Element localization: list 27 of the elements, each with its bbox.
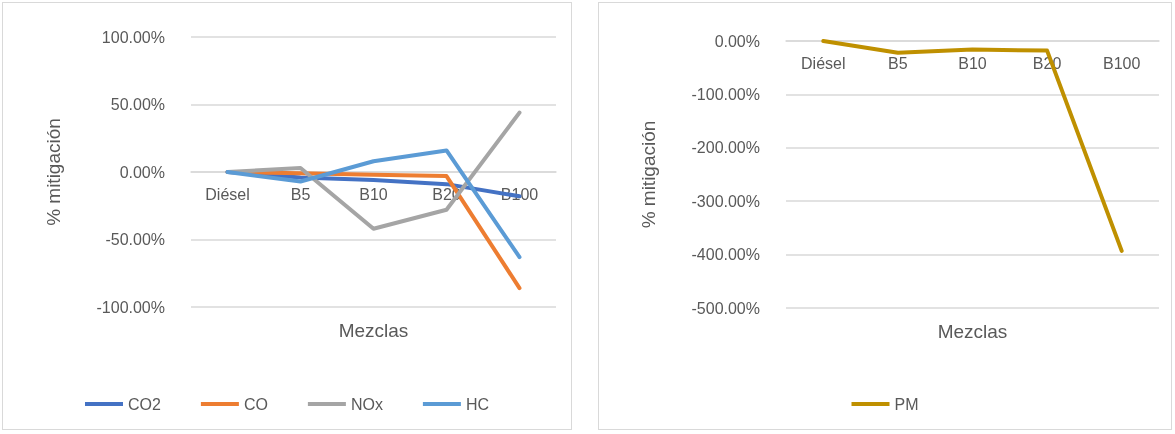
x-tick-label: Diésel bbox=[205, 185, 250, 203]
y-tick-label: 50.00% bbox=[110, 96, 165, 113]
x-tick-label: B5 bbox=[888, 54, 908, 72]
legend-label: PM bbox=[894, 395, 919, 413]
legend-label: CO bbox=[243, 395, 268, 413]
y-tick-label: -200.00% bbox=[691, 139, 760, 157]
x-tick-label: B10 bbox=[359, 185, 388, 203]
y-tick-label: -100.00% bbox=[96, 298, 165, 316]
x-axis-title: Mezclas bbox=[937, 321, 1008, 342]
x-tick-label: Diésel bbox=[801, 54, 846, 72]
x-tick-label: B100 bbox=[1103, 54, 1141, 72]
y-tick-label: -50.00% bbox=[105, 231, 165, 248]
x-axis-title: Mezclas bbox=[338, 320, 409, 341]
y-tick-label: -300.00% bbox=[691, 192, 760, 210]
y-tick-label: -500.00% bbox=[691, 299, 760, 317]
y-tick-label: 0.00% bbox=[714, 32, 760, 50]
x-tick-label: B10 bbox=[958, 54, 987, 72]
y-tick-label: -100.00% bbox=[691, 85, 760, 103]
legend-label: NOx bbox=[350, 395, 383, 413]
legend-label: HC bbox=[465, 395, 489, 413]
y-tick-label: -400.00% bbox=[691, 246, 760, 264]
legend-label: CO2 bbox=[128, 395, 161, 413]
y-axis-title: % mitigación bbox=[43, 118, 64, 226]
y-tick-label: 0.00% bbox=[119, 163, 165, 181]
y-axis-title: % mitigación bbox=[638, 120, 659, 229]
y-tick-label: 100.00% bbox=[101, 28, 165, 46]
x-tick-label: B5 bbox=[290, 185, 311, 203]
